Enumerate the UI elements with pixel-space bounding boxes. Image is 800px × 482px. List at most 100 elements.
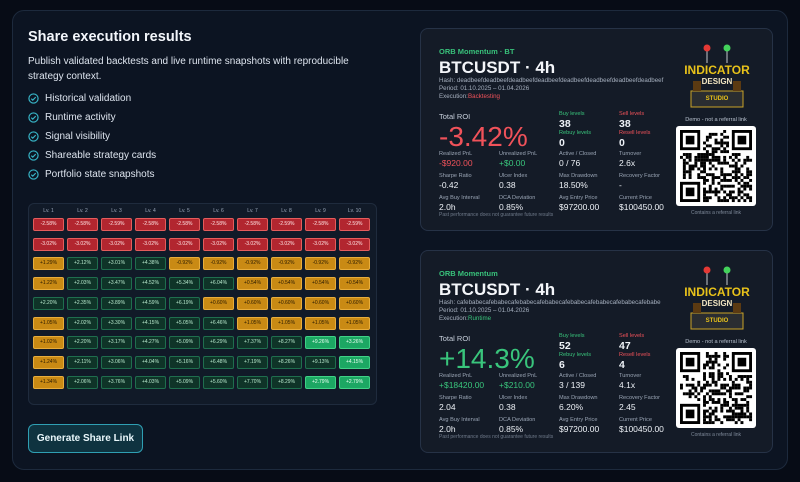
heatmap-cell: +1.24% bbox=[33, 355, 64, 369]
metric-value: - bbox=[619, 180, 622, 190]
check-icon bbox=[28, 93, 39, 104]
card-title: BTCUSDT · 4h bbox=[439, 58, 556, 77]
execution-mode: Backtesting bbox=[468, 93, 500, 100]
metric-label: Sell levels bbox=[619, 111, 645, 117]
heatmap-cell: +6.29% bbox=[203, 336, 234, 350]
heatmap-cell: -3.02% bbox=[67, 237, 98, 251]
qr-code bbox=[676, 348, 756, 428]
heatmap-cell: +1.22% bbox=[33, 277, 64, 291]
column-header: Lv. 10 bbox=[347, 208, 362, 214]
heatmap-cell: +3.26% bbox=[339, 336, 370, 350]
period: Period: 01.10.2025 – 01.04.2026 bbox=[439, 85, 530, 92]
heatmap-cell: -2.59% bbox=[339, 218, 370, 231]
feature-label: Shareable strategy cards bbox=[45, 150, 157, 161]
column-header: Lv. 6 bbox=[213, 208, 224, 214]
metric-label: Avg Buy Interval bbox=[439, 195, 480, 201]
execution-label: Execution: bbox=[439, 93, 468, 100]
column-header: Lv. 8 bbox=[281, 208, 292, 214]
heatmap-cell: -0.92% bbox=[237, 257, 268, 271]
metric-value: 0.85% bbox=[499, 424, 524, 434]
feature-item: Portfolio state snapshots bbox=[28, 169, 155, 180]
feature-label: Runtime activity bbox=[45, 112, 116, 123]
section-description: Publish validated backtests and live run… bbox=[28, 56, 349, 82]
heatmap-cell: +1.05% bbox=[271, 316, 302, 330]
metric-label: Unrealized PnL bbox=[499, 373, 538, 379]
metric-value: 0 bbox=[559, 137, 565, 149]
heatmap-cell: -3.02% bbox=[101, 237, 132, 251]
heatmap-cell: -2.58% bbox=[203, 218, 234, 231]
heatmap-cell: +3.89% bbox=[101, 296, 132, 310]
metric-label: Resell levels bbox=[619, 130, 651, 136]
metric-label: DCA Deviation bbox=[499, 195, 536, 201]
feature-item: Historical validation bbox=[28, 93, 131, 104]
column-header: Lv. 5 bbox=[179, 208, 190, 214]
metric-label: Current Price bbox=[619, 417, 652, 423]
feature-label: Historical validation bbox=[45, 93, 132, 104]
heatmap-cell: -2.58% bbox=[135, 218, 166, 231]
logo: INDICATOR DESIGN STUDIO bbox=[677, 263, 757, 335]
heatmap-cell: +2.06% bbox=[67, 375, 98, 389]
heatmap-cell: -3.02% bbox=[305, 237, 336, 251]
feature-item: Signal visibility bbox=[28, 131, 110, 142]
metric-label: DCA Deviation bbox=[499, 417, 536, 423]
heatmap-cell: -2.58% bbox=[67, 218, 98, 231]
metric-value: 2.0h bbox=[439, 202, 456, 212]
heatmap-cell: +2.02% bbox=[67, 316, 98, 330]
metric-value: 2.0h bbox=[439, 424, 456, 434]
heatmap-cell: +0.54% bbox=[271, 277, 302, 291]
roi-value: -3.42% bbox=[439, 121, 528, 152]
hash: Hash: deadbeefdeadbeefdeadbeefdeadbeefde… bbox=[439, 77, 664, 84]
metric-value: 6 bbox=[559, 359, 565, 371]
heatmap-cell: +2.11% bbox=[67, 355, 98, 369]
heatmap-cell: +4.38% bbox=[135, 257, 166, 271]
metric-label: Buy levels bbox=[559, 111, 585, 117]
heatmap-cell: +1.05% bbox=[305, 316, 336, 330]
metric-label: Rebuy levels bbox=[559, 130, 592, 136]
heatmap-cell: -2.58% bbox=[237, 218, 268, 231]
metric-value: 0 bbox=[619, 137, 625, 149]
metric-value: 2.45 bbox=[619, 402, 636, 412]
heatmap-cell: +4.04% bbox=[135, 355, 166, 369]
qr-code bbox=[676, 126, 756, 206]
heatmap-cell: +0.60% bbox=[305, 296, 336, 310]
heatmap-cell: +1.34% bbox=[33, 375, 64, 389]
metric-value: 0.38 bbox=[499, 180, 516, 190]
heatmap-cell: +2.35% bbox=[67, 296, 98, 310]
heatmap-cell: -3.02% bbox=[203, 237, 234, 251]
logo-art bbox=[690, 44, 744, 108]
metric-value: 38 bbox=[559, 118, 571, 130]
heatmap-cell: +8.26% bbox=[271, 355, 302, 369]
heatmap-cell: +7.19% bbox=[237, 355, 268, 369]
metric-label: Sharpe Ratio bbox=[439, 173, 472, 179]
heatmap-cell: -2.59% bbox=[101, 218, 132, 231]
share-button[interactable]: Generate Share Link bbox=[28, 424, 143, 453]
heatmap-cell: +0.60% bbox=[271, 296, 302, 310]
metric-value: -$920.00 bbox=[439, 158, 473, 168]
heatmap-cell: +3.30% bbox=[101, 316, 132, 330]
heatmap-cell: +0.54% bbox=[305, 277, 336, 291]
logo-text: DESIGN bbox=[701, 77, 733, 86]
logo-text: DESIGN bbox=[701, 299, 733, 308]
feature-label: Signal visibility bbox=[45, 131, 111, 142]
column-header: Lv. 4 bbox=[145, 208, 156, 214]
period: Period: 01.10.2025 – 01.04.2026 bbox=[439, 307, 530, 314]
heatmap-cell: -3.02% bbox=[169, 237, 200, 251]
heatmap-cell: -0.92% bbox=[339, 257, 370, 271]
metric-label: Sell levels bbox=[619, 333, 645, 339]
heatmap-cell: +5.09% bbox=[169, 336, 200, 350]
metric-value: +$210.00 bbox=[499, 380, 535, 390]
logo-text: INDICATOR bbox=[684, 63, 750, 77]
qr bbox=[676, 348, 756, 433]
heatmap-cell: +4.03% bbox=[135, 375, 166, 389]
heatmap-cell: +6.48% bbox=[203, 355, 234, 369]
check-icon bbox=[28, 112, 39, 123]
result-card: ORB Momentum BTCUSDT · 4h Hash: cafebabeca… bbox=[420, 250, 773, 453]
heatmap-cell: +3.17% bbox=[101, 336, 132, 350]
column-header: Lv. 3 bbox=[111, 208, 122, 214]
heatmap-cell: +5.09% bbox=[169, 375, 200, 389]
metric-value: 18.50% bbox=[559, 180, 588, 190]
heatmap-cell: +4.59% bbox=[135, 296, 166, 310]
metric-value: 47 bbox=[619, 340, 631, 352]
